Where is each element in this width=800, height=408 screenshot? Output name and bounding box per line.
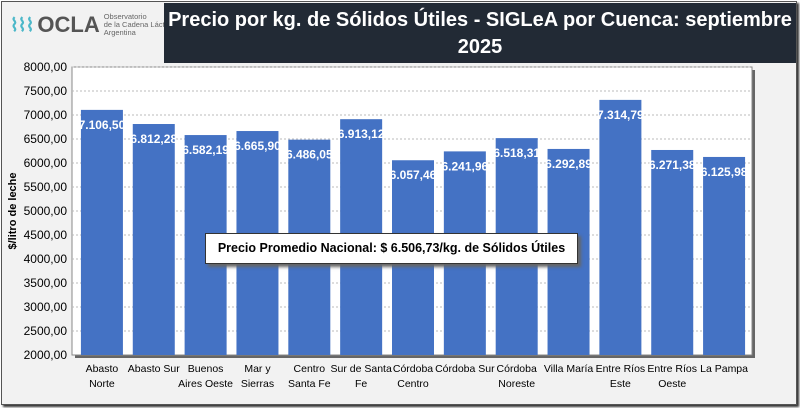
y-tick-label: 6500,00 (24, 132, 68, 146)
x-tick-label: Sur de Santa (331, 363, 392, 375)
logo-line: Argentina (103, 28, 136, 37)
x-tick-label: Centro (397, 378, 429, 390)
bar (132, 124, 175, 355)
x-tick-label: Sierras (241, 378, 274, 390)
x-tick-label: Oeste (658, 378, 686, 390)
x-tick-label: Córdoba Sur (435, 363, 495, 375)
y-tick-label: 7000,00 (24, 108, 68, 122)
bar (651, 149, 694, 355)
data-label: 6.913,12 (338, 127, 385, 141)
data-label: 7.106,50 (79, 118, 126, 132)
x-tick-label: Córdoba (393, 363, 433, 375)
x-tick-label: Buenos (188, 363, 224, 375)
y-tick-label: 8000,00 (24, 60, 68, 74)
x-tick-label: Mar y (244, 363, 271, 375)
y-tick-label: 2000,00 (24, 348, 68, 362)
y-tick-label: 5000,00 (24, 204, 68, 218)
y-tick-label: 7500,00 (24, 84, 68, 98)
ocla-wave-icon: ⌇⌇⌇ (10, 14, 34, 35)
x-tick-label: Entre Ríos (596, 363, 646, 375)
y-tick-label: 6000,00 (24, 156, 68, 170)
data-label: 6.486,05 (286, 148, 333, 162)
chart-title: Precio por kg. de Sólidos Útiles - SIGLe… (164, 3, 796, 63)
data-label: 6.292,89 (545, 157, 592, 171)
ocla-logo: ⌇⌇⌇ OCLA Observatorio de la Cadena Láctea… (10, 12, 173, 38)
x-tick-label: Este (610, 378, 631, 390)
data-label: 6.271,38 (649, 158, 696, 172)
logo-line: de la Cadena Láctea (103, 20, 173, 29)
bar (80, 109, 123, 355)
x-tick-label: Abasto Sur (128, 363, 180, 375)
x-tick-label: Abasto (86, 363, 119, 375)
y-tick-label: 3500,00 (24, 276, 68, 290)
logo-name: OCLA (37, 12, 100, 37)
x-tick-label: Córdoba (497, 363, 537, 375)
x-tick-label: Fe (355, 378, 367, 390)
x-tick-label: Santa Fe (288, 378, 331, 390)
y-tick-label: 3000,00 (24, 300, 68, 314)
data-label: 6.057,46 (390, 168, 437, 182)
data-label: 7.314,79 (597, 108, 644, 122)
bar (599, 99, 642, 356)
national-average-annotation: Precio Promedio Nacional: $ 6.506,73/kg.… (205, 233, 578, 264)
x-tick-label: Entre Ríos (647, 363, 697, 375)
data-label: 6.125,98 (701, 165, 748, 179)
data-label: 6.665,90 (234, 139, 281, 153)
logo-line: Observatorio (103, 12, 147, 21)
x-tick-label: Centro (294, 363, 326, 375)
x-tick-label: Aires Oeste (178, 378, 233, 390)
x-tick-label: La Pampa (700, 363, 748, 375)
y-tick-label: 4000,00 (24, 252, 68, 266)
y-tick-label: 5500,00 (24, 180, 68, 194)
data-label: 6.518,31 (493, 146, 540, 160)
x-tick-label: Villa María (544, 363, 594, 375)
y-tick-label: 2500,00 (24, 324, 68, 338)
data-label: 6.241,96 (441, 159, 488, 173)
y-axis-label: $/litro de leche (7, 172, 19, 249)
data-label: 6.582,19 (182, 143, 229, 157)
x-tick-label: Norte (89, 378, 115, 390)
x-tick-label: Noreste (498, 378, 535, 390)
data-label: 6.812,28 (130, 132, 177, 146)
bar (703, 156, 746, 355)
y-tick-label: 4500,00 (24, 228, 68, 242)
